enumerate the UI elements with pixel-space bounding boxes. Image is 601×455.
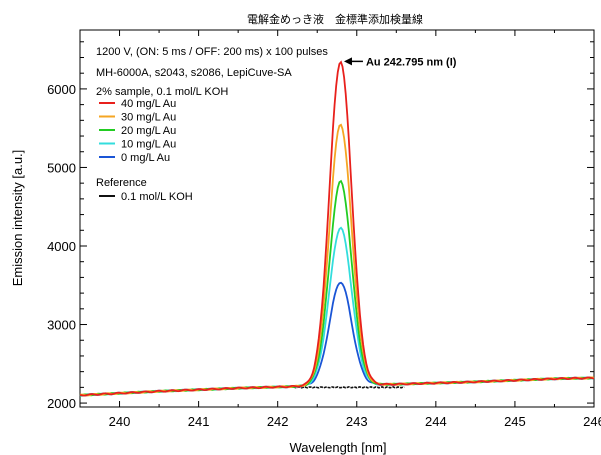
legend-label: 30 mg/L Au [121,112,176,124]
y-tick-label: 2000 [47,396,76,411]
legend-group-title: 2% sample, 0.1 mol/L KOH [96,86,228,98]
plot-frame [79,29,595,408]
x-tick-label: 240 [109,414,131,429]
peak-annotation: Au 242.795 nm (I) [343,56,457,68]
info-line-2: MH-6000A, s2043, s2086, LepiCuve-SA [96,67,292,79]
x-tick-label: 243 [346,414,368,429]
chart-title: 電解金めっき液 金標準添加検量線 [247,12,423,26]
legend-label: 40 mg/L Au [121,98,176,110]
annotation-label: Au 242.795 nm (I) [366,56,457,68]
y-tick-label: 5000 [47,160,76,175]
series-line-40-mg-l-au [79,60,595,397]
series-line-0-mg-l-au [79,281,595,397]
x-tick-label: 245 [504,414,526,429]
reference-legend: 0.1 mol/L KOH [99,191,193,203]
y-axis-ticks: 2000 3000 4000 5000 6000 [47,41,594,411]
x-tick-label: 244 [425,414,447,429]
annotation-arrow-head [343,57,352,66]
y-axis-label: Emission intensity [a.u.] [10,150,25,287]
y-tick-label: 6000 [47,82,76,97]
x-tick-label: 241 [188,414,210,429]
legend-label: 0 mg/L Au [121,152,170,164]
y-tick-label: 4000 [47,239,76,254]
series-line-30-mg-l-au [79,123,595,397]
x-axis-label: Wavelength [nm] [289,440,386,455]
y-tick-label: 3000 [47,318,76,333]
reference-group-title: Reference [96,177,147,189]
x-tick-label: 242 [267,414,289,429]
legend-label: 10 mg/L Au [121,139,176,151]
reference-label: 0.1 mol/L KOH [121,191,193,203]
x-tick-label: 246 [583,414,601,429]
series-layer [79,60,595,397]
legend-label: 20 mg/L Au [121,125,176,137]
series-line-10-mg-l-au [79,226,595,397]
reference-line [293,386,405,389]
x-axis-ticks: 240 241 242 243 244 245 246 [79,30,601,429]
info-line-1: 1200 V, (ON: 5 ms / OFF: 200 ms) x 100 p… [96,46,328,58]
